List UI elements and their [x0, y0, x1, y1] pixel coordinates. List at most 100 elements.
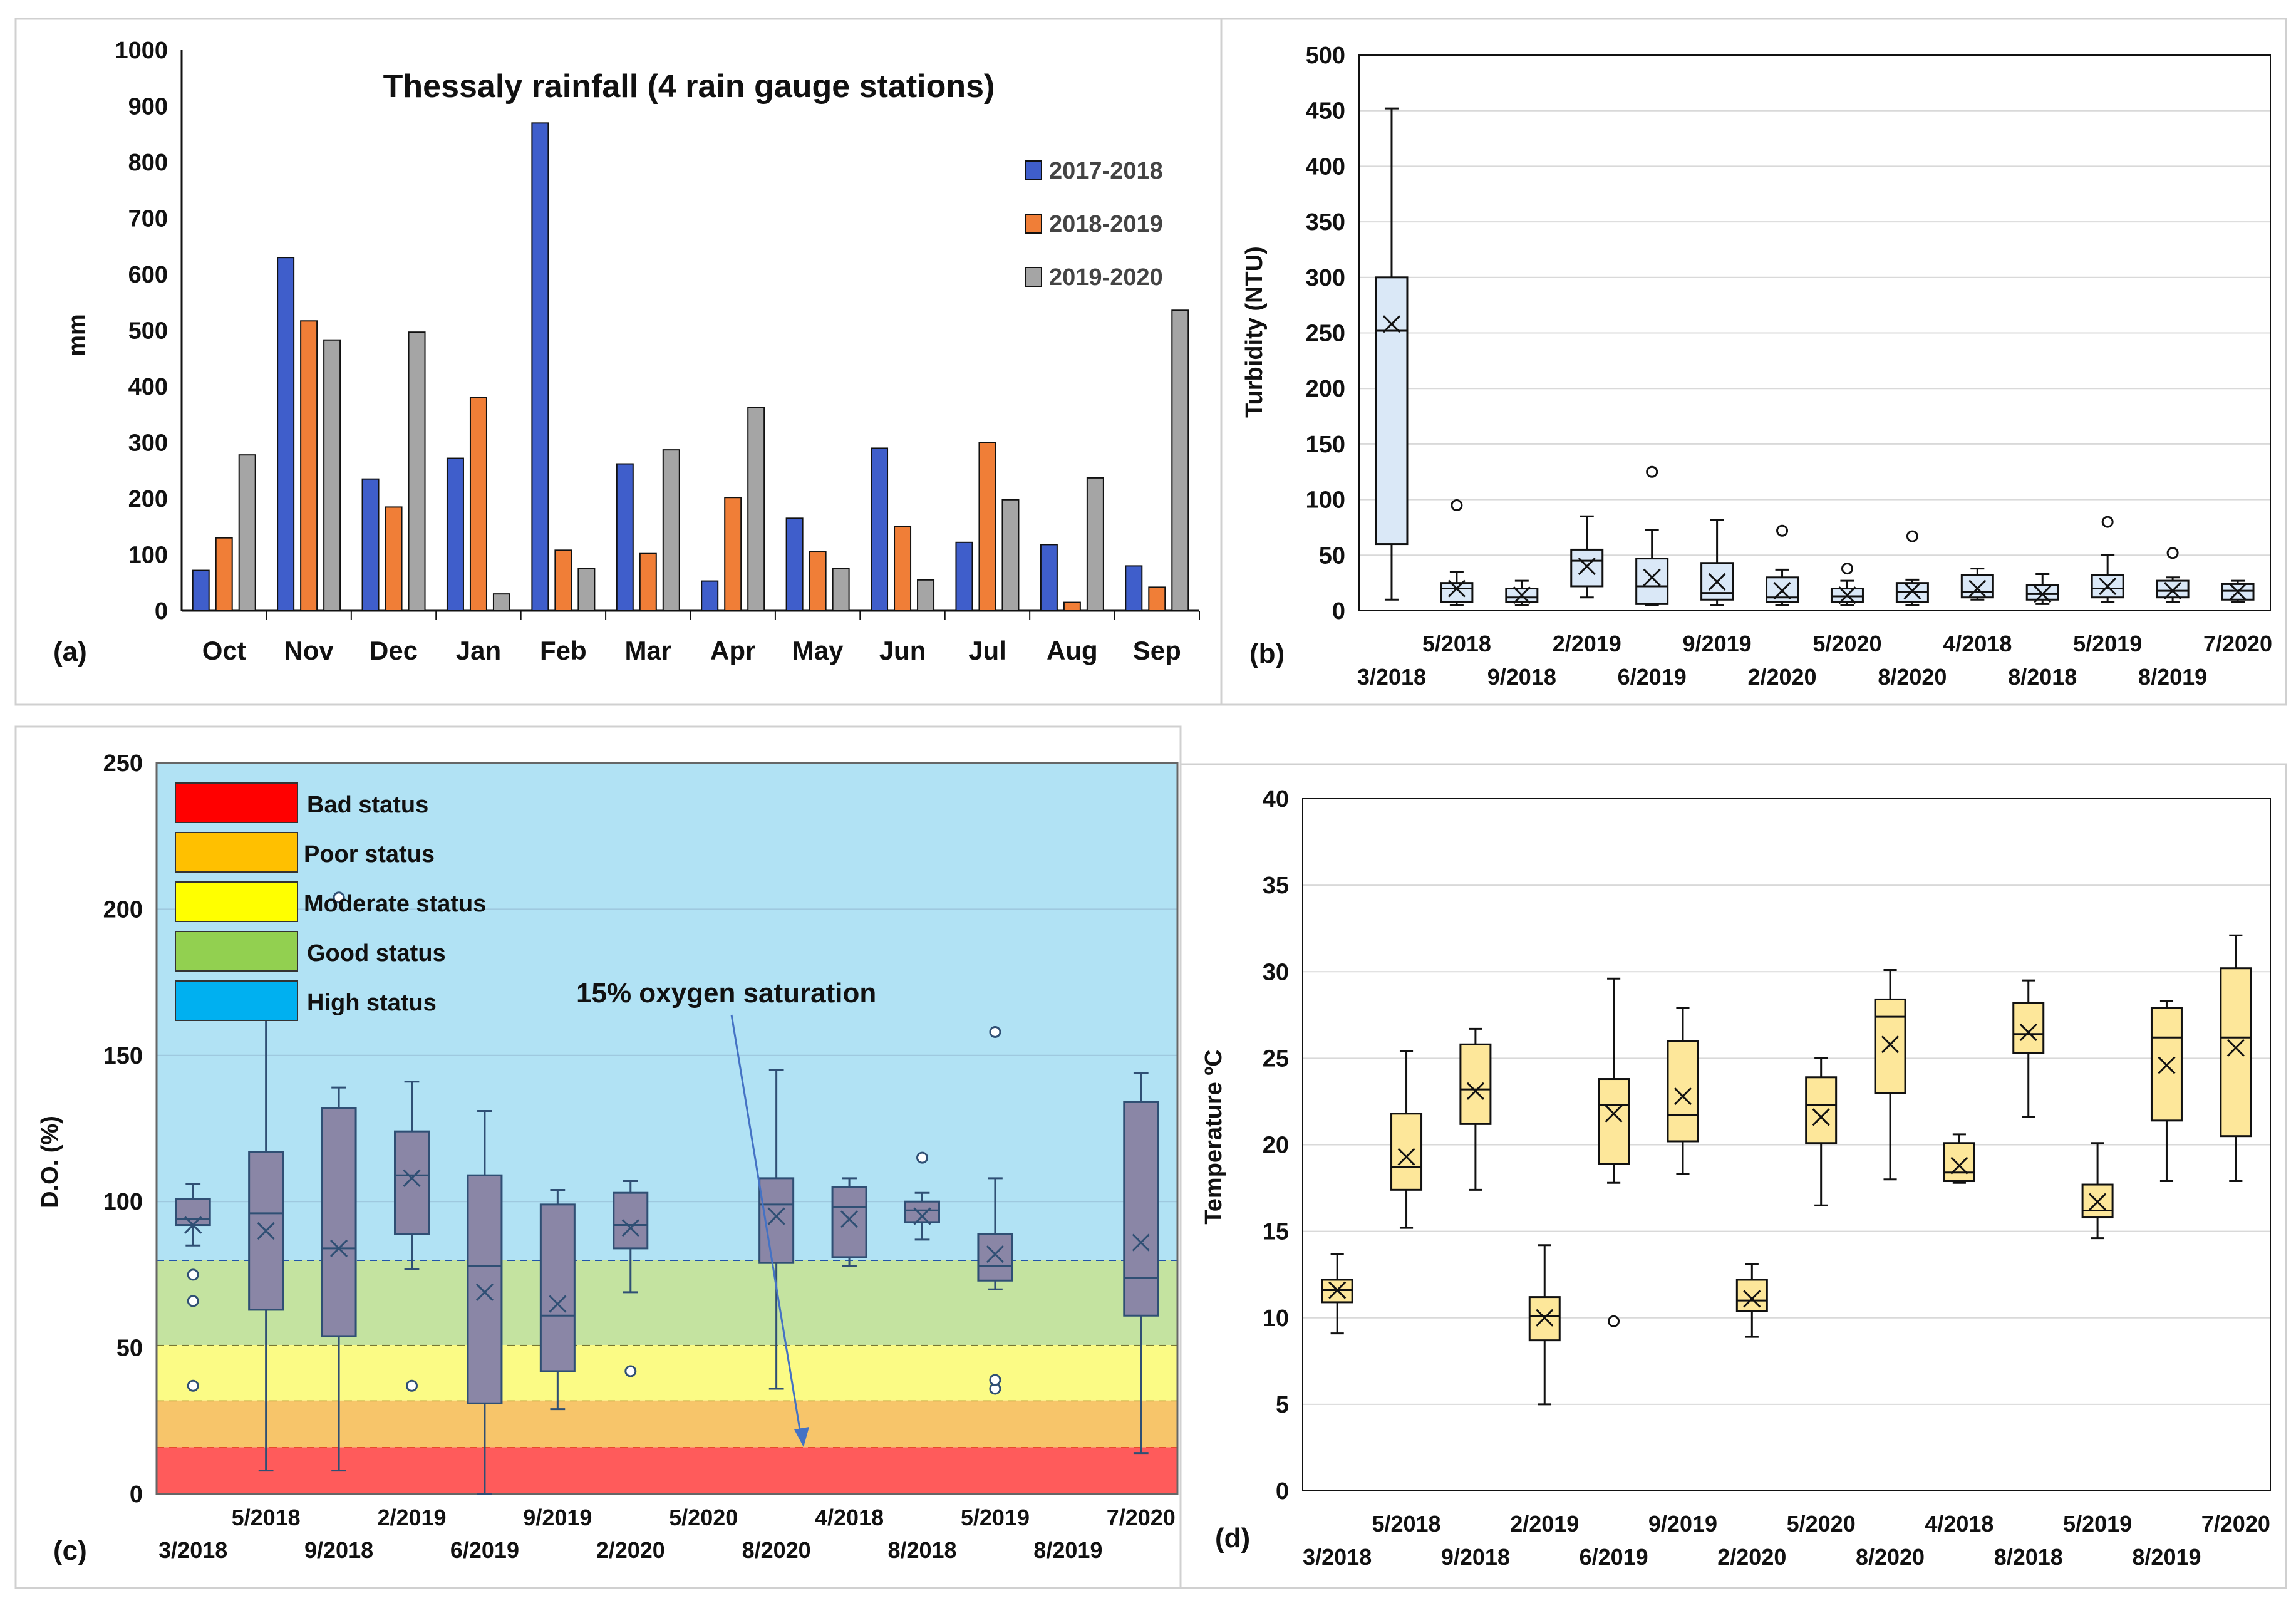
x-tick-label: Oct [202, 636, 246, 665]
box-iqr [321, 1107, 357, 1337]
annotation-arrow-head [794, 1427, 809, 1447]
legend-swatch [175, 980, 298, 1021]
x-tick-label: 8/2019 [1033, 1537, 1102, 1563]
box-outlier [624, 1365, 637, 1377]
box-mean-marker [1773, 582, 1791, 600]
box-iqr [1375, 276, 1409, 546]
x-tick-label: May [792, 636, 844, 665]
y-tick-label: 400 [128, 374, 168, 400]
box-mean-marker [1132, 1233, 1150, 1252]
box-mean-marker [1881, 1035, 1900, 1054]
bar [917, 579, 935, 612]
x-tick-label: 6/2019 [1580, 1544, 1648, 1570]
bar [215, 537, 233, 612]
y-tick-label: 150 [103, 1043, 143, 1069]
box-mean-marker [1812, 1108, 1830, 1126]
y-tick-label: 100 [103, 1189, 143, 1215]
box-mean-marker [1673, 1087, 1692, 1106]
panel-d-frame [1179, 763, 2287, 1589]
bar [469, 397, 487, 612]
x-tick-label: 5/2019 [961, 1505, 1030, 1530]
x-tick-label: 5/2019 [2063, 1511, 2132, 1537]
legend-label: Moderate status [304, 891, 486, 917]
status-band [157, 1447, 1177, 1494]
bar [192, 569, 210, 611]
x-tick-label: 4/2018 [1925, 1511, 1993, 1537]
box-mean-marker [549, 1295, 567, 1313]
bar [577, 568, 596, 611]
box-iqr [1390, 1113, 1423, 1191]
box-mean-marker [1643, 568, 1661, 586]
y-tick-label: 25 [1263, 1045, 1289, 1072]
box-mean-marker [403, 1169, 421, 1187]
y-tick-label: 900 [128, 94, 168, 120]
x-tick-label: 2/2020 [596, 1537, 665, 1563]
x-tick-label: 5/2020 [669, 1505, 738, 1530]
x-tick-label: 8/2020 [1856, 1544, 1925, 1570]
bar [1171, 309, 1189, 611]
x-tick-label: 8/2018 [2008, 664, 2077, 690]
y-tick-label: 1000 [115, 38, 168, 64]
x-tick-label: Mar [624, 636, 671, 665]
box-iqr [1960, 574, 1994, 599]
plot-area-frame [1358, 54, 2271, 611]
box-mean-marker [2019, 1023, 2037, 1042]
x-tick-label: Nov [284, 636, 334, 665]
legend-swatch [1025, 214, 1042, 234]
box-iqr [1598, 1078, 1630, 1165]
box-outlier [1608, 1315, 1620, 1327]
y-tick-label: 450 [1306, 98, 1345, 125]
x-tick-label: 8/2019 [2138, 664, 2207, 690]
bar [492, 593, 510, 612]
box-mean-marker [1708, 573, 1726, 591]
x-tick-label: 9/2018 [1441, 1544, 1510, 1570]
x-tick-label: 4/2018 [1943, 631, 2012, 656]
box-mean-marker [2158, 1056, 2176, 1074]
box-iqr [831, 1186, 867, 1258]
box-mean-marker [1397, 1148, 1415, 1166]
panel-d-letter: (d) [1215, 1523, 1250, 1554]
x-tick-label: 5/2020 [1812, 631, 1881, 656]
panel-a-letter: (a) [53, 636, 87, 667]
box-mean-marker [767, 1207, 785, 1225]
plot-area-frame [155, 762, 1179, 1495]
box-mean-marker [330, 1239, 348, 1257]
bar [1125, 565, 1143, 612]
box-mean-marker [840, 1210, 859, 1228]
x-tick-label: Feb [540, 636, 587, 665]
box-iqr [1667, 1040, 1699, 1143]
status-band [157, 1344, 1177, 1401]
box-iqr [2220, 967, 2252, 1138]
panel-c-dissolved-oxygen-chart: D.O. (%) (c) 0 50 100 150 200 250 3/20185/2018… [37, 750, 1179, 1566]
x-tick-label: 8/2018 [887, 1537, 956, 1563]
box-outlier [1841, 563, 1853, 575]
panel-c-annotation: 15% oxygen saturation [576, 978, 876, 1009]
legend-label: 2019-2020 [1049, 264, 1163, 291]
x-tick-label: 2/2019 [1510, 1511, 1579, 1537]
x-tick-label: 2/2019 [1553, 631, 1621, 656]
box-iqr [175, 1198, 211, 1227]
y-tick-label: 200 [103, 896, 143, 923]
y-tick-label: 0 [130, 1481, 143, 1508]
bar [832, 568, 850, 611]
y-tick-label: 300 [128, 430, 168, 457]
box-iqr [394, 1130, 430, 1235]
box-iqr [2012, 1002, 2045, 1054]
box-outlier [1906, 530, 1918, 542]
box-mean-marker [913, 1207, 931, 1225]
y-tick-label: 0 [1332, 598, 1345, 625]
y-tick-label: 800 [128, 150, 168, 176]
box-outlier [989, 1025, 1001, 1038]
box-mean-marker [1328, 1281, 1347, 1299]
status-band [157, 1260, 1177, 1345]
x-tick-label: 9/2019 [523, 1505, 592, 1530]
x-tick-label: 2/2019 [377, 1505, 446, 1530]
status-band [157, 1400, 1177, 1448]
bar [238, 454, 256, 611]
legend-label: High status [307, 990, 437, 1016]
x-tick-label: 8/2020 [1878, 664, 1947, 690]
box-mean-marker [475, 1283, 494, 1301]
x-tick-label: 7/2020 [1107, 1505, 1176, 1530]
x-tick-label: 7/2020 [2203, 631, 2272, 656]
y-tick-label: 10 [1263, 1305, 1289, 1332]
